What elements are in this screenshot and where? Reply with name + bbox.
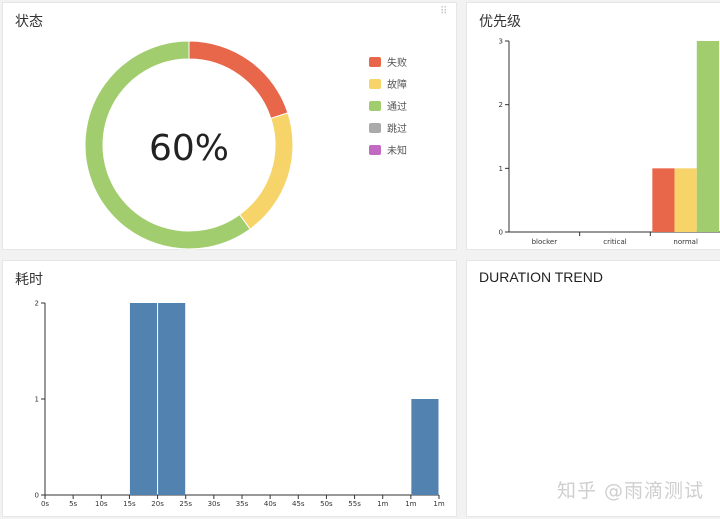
- x-tick-label: 40s: [264, 500, 277, 508]
- y-tick-label: 3: [499, 38, 503, 46]
- duration-card-title: 耗时: [15, 272, 43, 288]
- x-tick-label: critical: [603, 238, 626, 246]
- priority-bar[interactable]: [696, 41, 719, 232]
- legend-label[interactable]: 未知: [387, 144, 407, 157]
- priority-card-title: 优先级: [479, 14, 521, 30]
- x-tick-label: 0s: [41, 500, 49, 508]
- legend-swatch: [369, 79, 381, 89]
- y-tick-label: 2: [499, 101, 503, 109]
- status-center-percent: 60%: [149, 128, 229, 169]
- x-tick-label: 45s: [292, 500, 305, 508]
- legend-label[interactable]: 跳过: [387, 122, 407, 135]
- x-tick-label: 1m: [433, 500, 444, 508]
- y-tick-label: 0: [35, 492, 39, 500]
- x-tick-label: 55s: [348, 500, 361, 508]
- legend-label[interactable]: 故障: [387, 78, 407, 91]
- status-card-title: 状态: [15, 14, 43, 30]
- x-tick-label: 5s: [69, 500, 77, 508]
- x-tick-label: 30s: [208, 500, 221, 508]
- duration-trend-card: DURATION TREND: [466, 260, 720, 517]
- y-tick-label: 0: [499, 229, 503, 237]
- x-tick-label: 35s: [236, 500, 249, 508]
- priority-bar[interactable]: [674, 168, 697, 232]
- donut-slice[interactable]: [84, 40, 251, 250]
- x-tick-label: 50s: [320, 500, 333, 508]
- priority-bar-chart: 0 1 2 3 blocker critical normal: [499, 38, 720, 246]
- status-card: 状态 ⠿ 60% 失败故障通过跳过未知: [2, 2, 457, 250]
- watermark: 知乎 @雨滴测试: [556, 480, 704, 502]
- y-tick-label: 1: [499, 165, 503, 173]
- priority-bar[interactable]: [652, 168, 675, 232]
- donut-slice[interactable]: [188, 40, 289, 120]
- priority-card: 优先级 0 1 2 3 blocker critical normal: [466, 2, 720, 250]
- legend-label[interactable]: 失败: [387, 56, 407, 69]
- x-tick-label: 25s: [179, 500, 192, 508]
- legend-swatch: [369, 57, 381, 67]
- drag-handle-icon[interactable]: ⠿: [440, 6, 447, 17]
- x-tick-label: 10s: [95, 500, 108, 508]
- x-tick-label: 1m: [405, 500, 416, 508]
- legend-label[interactable]: 通过: [387, 100, 407, 113]
- y-tick-label: 2: [35, 300, 39, 308]
- donut-slice[interactable]: [238, 112, 294, 230]
- x-tick-label: 15s: [123, 500, 136, 508]
- duration-bar[interactable]: [411, 399, 439, 495]
- x-tick-label: 20s: [151, 500, 164, 508]
- legend-swatch: [369, 145, 381, 155]
- legend-swatch: [369, 123, 381, 133]
- x-tick-label: normal: [673, 238, 698, 246]
- duration-trend-title: DURATION TREND: [479, 269, 603, 285]
- y-tick-label: 1: [35, 396, 39, 404]
- legend-swatch: [369, 101, 381, 111]
- x-tick-label: 1m: [377, 500, 388, 508]
- duration-card: 耗时 0 1 2 0s 5s 10s 15s 20s 25s 30s 35s 40s 45s 50s 55s…: [2, 260, 457, 517]
- duration-bar[interactable]: [129, 303, 158, 495]
- x-tick-label: blocker: [532, 238, 558, 246]
- duration-bar[interactable]: [158, 303, 186, 495]
